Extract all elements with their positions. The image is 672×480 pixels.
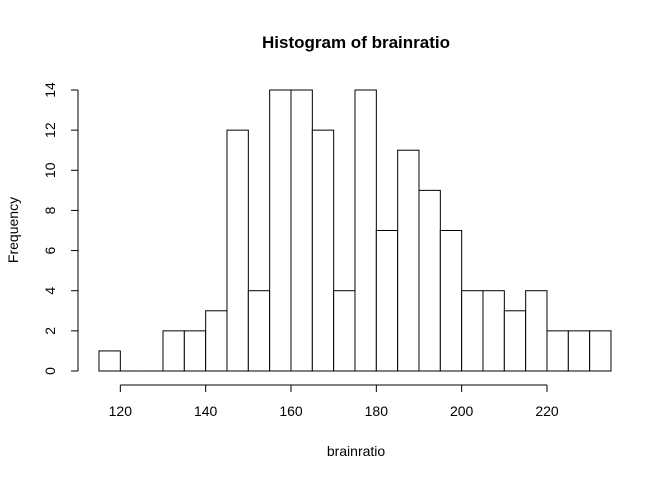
- y-axis: 0 2 4 6 8 10 12 14: [42, 82, 79, 375]
- histogram-bar: [375, 230, 399, 372]
- y-tick-label: 12: [42, 122, 58, 138]
- x-tick-label: 160: [279, 403, 303, 419]
- histogram-bar: [482, 290, 505, 372]
- y-tick-label: 14: [42, 82, 58, 98]
- histogram-bar: [98, 350, 121, 372]
- histogram-bar: [397, 149, 420, 372]
- histogram-bar: [439, 230, 463, 372]
- y-tick-label: 2: [42, 327, 58, 335]
- histogram-bar: [418, 189, 441, 372]
- x-tick-label: 120: [109, 403, 133, 419]
- x-tick-label: 220: [535, 403, 559, 419]
- histogram-bar: [247, 290, 271, 372]
- x-tick-label: 200: [450, 403, 474, 419]
- y-tick-label: 8: [42, 206, 58, 214]
- histogram-bar: [461, 290, 484, 372]
- histogram-bar: [333, 290, 356, 372]
- x-axis-label: brainratio: [327, 443, 386, 459]
- histogram-bar: [183, 330, 207, 372]
- histogram-bar: [546, 330, 569, 372]
- histogram-bar: [354, 89, 377, 372]
- x-tick-label: 140: [194, 403, 218, 419]
- histogram-bar: [226, 129, 249, 372]
- y-tick-label: 4: [42, 287, 58, 295]
- x-axis: 120 140 160 180 200 220: [109, 384, 559, 419]
- histogram-bar: [205, 310, 228, 372]
- y-axis-label: Frequency: [5, 197, 21, 263]
- y-tick-label: 0: [42, 367, 58, 375]
- histogram-bar: [162, 330, 185, 372]
- histogram-bar: [290, 89, 313, 372]
- histogram-bar: [503, 310, 527, 372]
- histogram-bar: [567, 330, 591, 372]
- y-tick-label: 10: [42, 162, 58, 178]
- histogram-bar: [311, 129, 335, 372]
- histogram-bar: [269, 89, 292, 372]
- histogram-bar: [525, 290, 548, 372]
- histogram-bar: [589, 330, 612, 372]
- x-tick-label: 180: [365, 403, 389, 419]
- bars-group: [98, 89, 612, 372]
- y-tick-label: 6: [42, 246, 58, 254]
- chart-title: Histogram of brainratio: [262, 33, 450, 52]
